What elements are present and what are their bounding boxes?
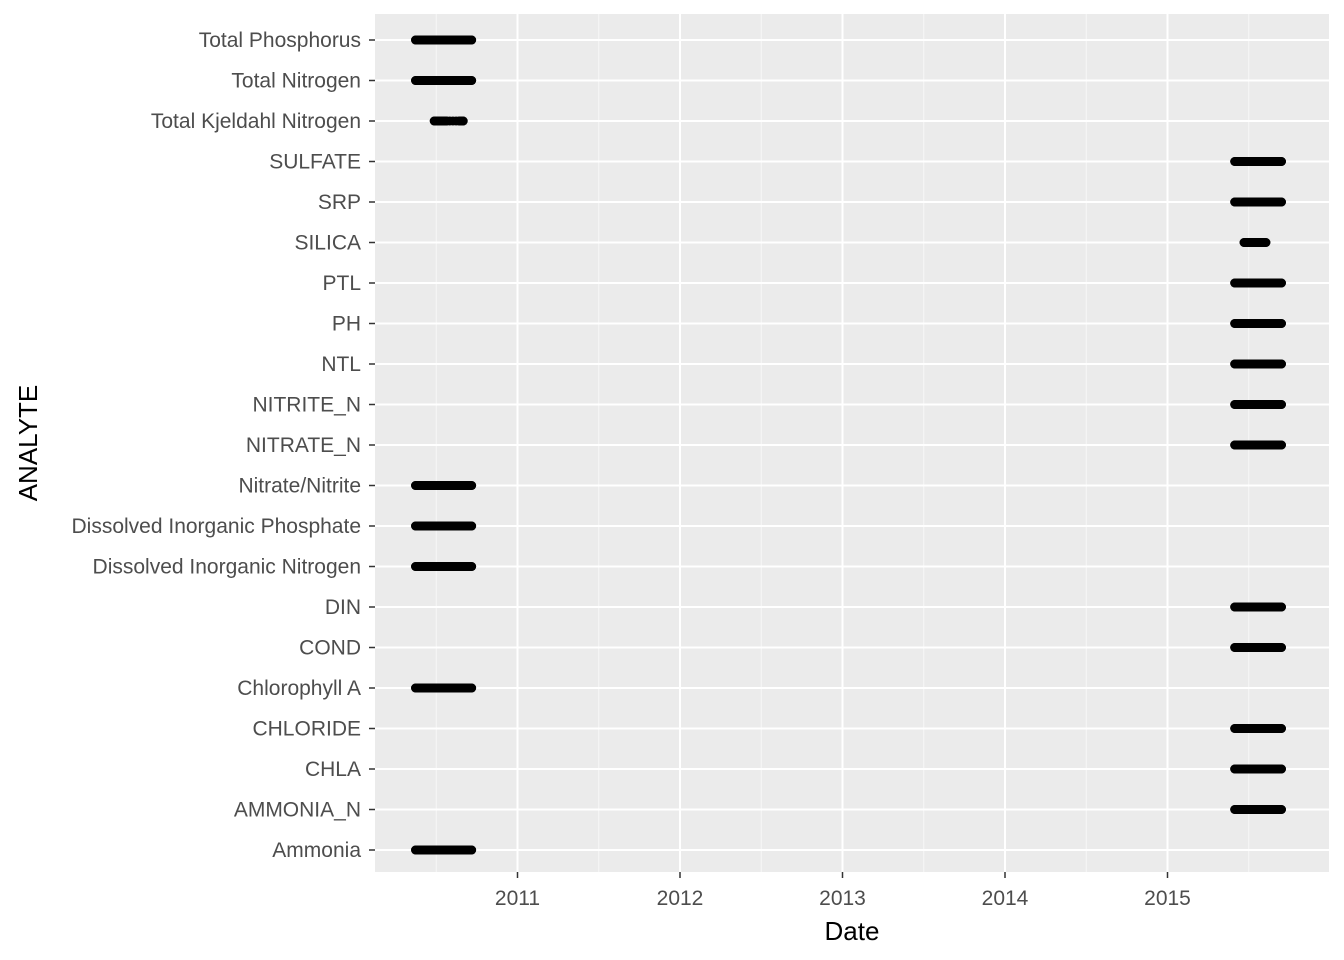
y-tick-label: Nitrate/Nitrite [238, 475, 361, 498]
series-chlorophyll-a [411, 683, 477, 693]
series-silica [1239, 238, 1271, 247]
series-ammonia [411, 845, 477, 855]
y-tick-label: Total Kjeldahl Nitrogen [151, 110, 361, 133]
series-srp [1230, 197, 1286, 207]
x-tick-label: 2011 [495, 887, 540, 910]
y-tick-label: Dissolved Inorganic Phosphate [71, 515, 361, 538]
y-tick-label: Chlorophyll A [237, 677, 361, 700]
series-ammonia-n [1230, 805, 1286, 814]
series-total-nitrogen [411, 76, 477, 85]
y-tick-label: NITRITE_N [252, 394, 361, 417]
y-tick-label: Total Phosphorus [199, 29, 361, 52]
x-axis: 2011 2012 2013 2014 2015 [495, 872, 1191, 910]
data-points [411, 35, 1286, 855]
y-tick-label: PH [332, 313, 361, 336]
y-tick-label: DIN [325, 596, 361, 619]
y-tick-label: CHLORIDE [252, 718, 361, 741]
series-total-phosphorus [411, 35, 477, 45]
y-tick-label: Ammonia [272, 839, 361, 862]
y-tick-label: PTL [322, 272, 361, 295]
y-tick-label: SULFATE [269, 151, 361, 174]
y-tick-label: Total Nitrogen [231, 70, 361, 93]
series-nitrate-nitrite [411, 481, 477, 490]
y-tick-label: COND [299, 637, 361, 660]
series-chloride [1230, 724, 1286, 733]
y-tick-label: AMMONIA_N [234, 799, 361, 822]
x-tick-label: 2012 [657, 887, 704, 910]
x-axis-title: Date [825, 916, 880, 946]
y-tick-label: CHLA [305, 758, 361, 781]
series-total-kjeldahl-nitrogen [429, 116, 468, 126]
y-tick-label: SILICA [294, 232, 361, 255]
y-tick-label: Dissolved Inorganic Nitrogen [93, 556, 361, 579]
series-dissolved-inorganic-phosphate [411, 521, 477, 531]
series-ntl [1230, 359, 1286, 369]
major-gridlines [375, 14, 1329, 872]
series-ph [1230, 319, 1286, 328]
series-dissolved-inorganic-nitrogen [411, 562, 477, 571]
series-sulfate [1230, 157, 1286, 166]
series-chla [1230, 764, 1286, 774]
series-din [1230, 602, 1286, 612]
x-tick-label: 2015 [1144, 887, 1191, 910]
y-tick-label: SRP [318, 191, 361, 214]
y-axis: Ammonia AMMONIA_N CHLA CHLORIDE Chlorophyll … [71, 29, 375, 862]
series-ptl [1230, 278, 1286, 288]
x-tick-label: 2013 [819, 887, 866, 910]
series-cond [1230, 643, 1286, 652]
y-tick-label: NITRATE_N [246, 434, 361, 457]
y-tick-label: NTL [321, 353, 361, 376]
series-nitrite-n [1230, 400, 1286, 409]
x-tick-label: 2014 [982, 887, 1029, 910]
y-axis-title: ANALYTE [13, 385, 43, 502]
series-nitrate-n [1230, 440, 1286, 450]
